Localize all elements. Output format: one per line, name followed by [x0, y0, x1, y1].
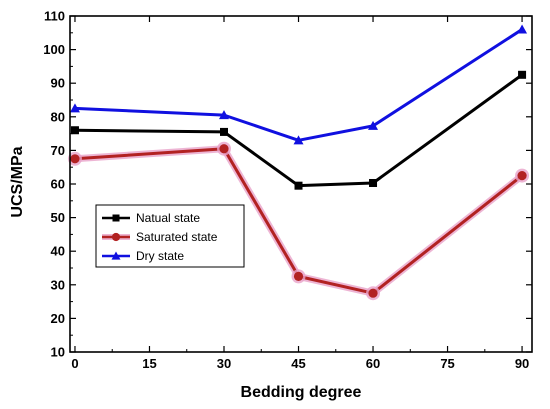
data-point: [293, 135, 304, 145]
series-square: [70, 70, 527, 190]
x-axis-title: Bedding degree: [241, 384, 362, 401]
y-tick-label: 40: [51, 244, 65, 259]
x-tick-label: 60: [366, 356, 380, 371]
legend-marker: [111, 251, 121, 260]
legend-label: Dry state: [136, 249, 184, 263]
data-point: [369, 178, 378, 187]
data-point: [368, 288, 378, 298]
y-tick-label: 10: [51, 345, 65, 360]
axis-layer: 0 15 30 45 60 75 90 10 20 30 40 50 60 70 80 90 100 110: [43, 9, 533, 371]
legend-marker: [111, 232, 121, 242]
series-circle: [67, 141, 530, 301]
data-point: [219, 110, 229, 120]
x-tick-label: 0: [71, 356, 78, 371]
y-tick-label: 90: [51, 76, 65, 91]
legend-label: Natual state: [136, 211, 200, 225]
series-layer: [67, 24, 530, 301]
data-point: [219, 144, 229, 154]
x-tick-label: 30: [217, 356, 231, 371]
data-point: [220, 127, 228, 136]
series-triangle: [69, 24, 528, 145]
data-point: [368, 120, 379, 130]
legend-entry: Dry state: [102, 249, 184, 263]
y-tick-label: 60: [51, 177, 65, 192]
data-point: [517, 24, 528, 34]
y-tick-label: 30: [51, 277, 65, 292]
data-point: [70, 126, 79, 135]
y-tick-label: 110: [44, 9, 65, 24]
y-tick-label: 80: [51, 109, 65, 124]
x-tick-label: 15: [142, 356, 156, 371]
y-axis-title: UCS/MPa: [9, 146, 26, 217]
x-tick-label: 90: [515, 356, 529, 371]
x-tick-label: 45: [291, 356, 305, 371]
data-point: [293, 271, 304, 281]
data-point: [517, 171, 527, 181]
data-point: [70, 154, 80, 164]
legend-marker: [112, 214, 120, 222]
legend: Natual state Saturated state Dry state: [95, 204, 245, 268]
legend-label: Saturated state: [136, 230, 218, 244]
y-tick-label: 20: [51, 311, 65, 326]
x-tick-label: 75: [440, 356, 454, 371]
y-tick-label: 100: [43, 42, 65, 57]
y-tick-label: 70: [51, 143, 65, 158]
data-point: [69, 103, 80, 113]
y-tick-label: 50: [51, 210, 65, 225]
data-point: [518, 70, 527, 79]
legend-entry: Natual state: [102, 211, 200, 225]
legend-entry: Saturated state: [102, 230, 218, 244]
series-line: [74, 73, 523, 188]
data-point: [294, 181, 303, 190]
